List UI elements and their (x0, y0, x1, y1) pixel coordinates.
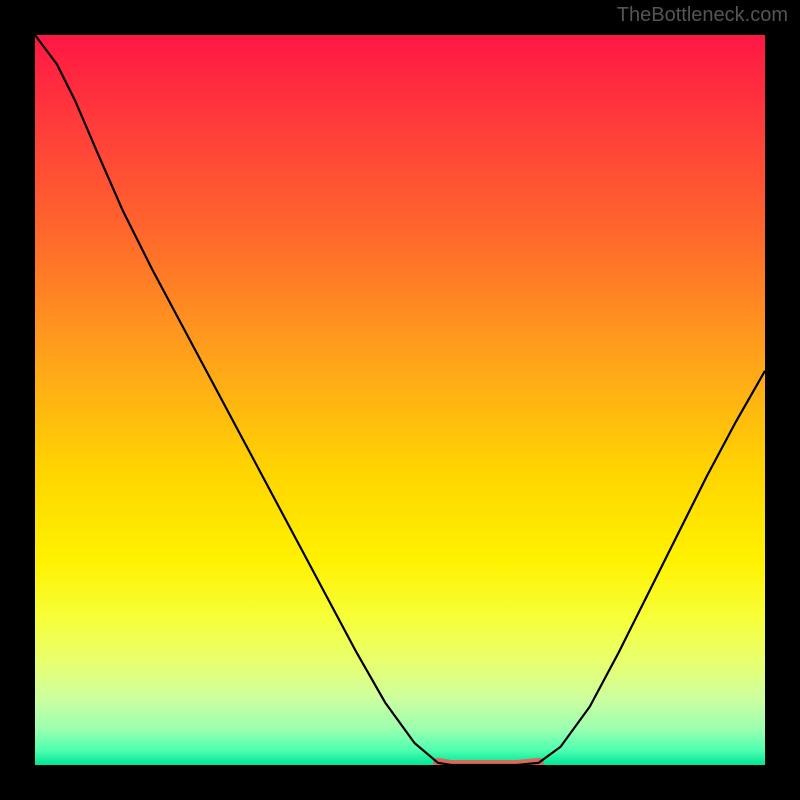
watermark-text: TheBottleneck.com (617, 4, 788, 27)
chart-background (35, 35, 765, 765)
chart-plot-area (35, 35, 765, 765)
bottleneck-chart (35, 35, 765, 765)
